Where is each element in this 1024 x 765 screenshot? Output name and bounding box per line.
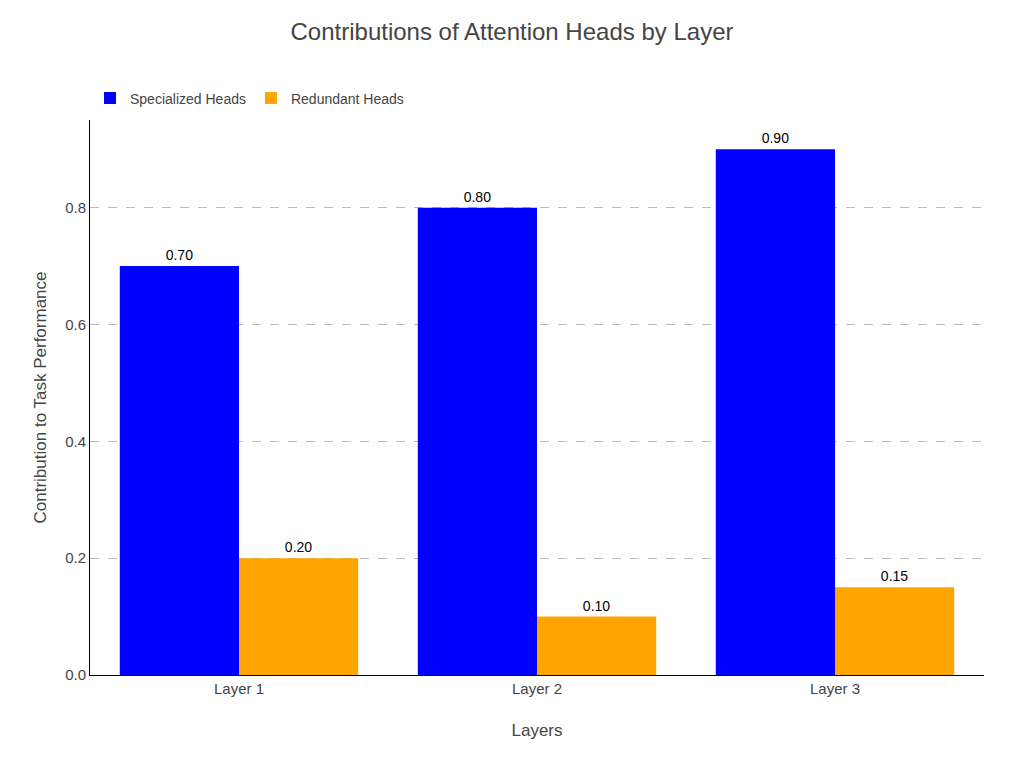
svg-text:Specialized Heads: Specialized Heads bbox=[130, 91, 246, 107]
svg-text:0.6: 0.6 bbox=[65, 316, 86, 333]
svg-text:Layer 1: Layer 1 bbox=[214, 680, 264, 697]
svg-text:Contributions of Attention Hea: Contributions of Attention Heads by Laye… bbox=[291, 18, 734, 45]
svg-text:Contribution to Task Performan: Contribution to Task Performance bbox=[31, 272, 50, 524]
svg-text:0.90: 0.90 bbox=[762, 130, 789, 146]
svg-text:0.2: 0.2 bbox=[65, 549, 86, 566]
svg-text:Layer 3: Layer 3 bbox=[810, 680, 860, 697]
svg-text:0.80: 0.80 bbox=[464, 189, 491, 205]
svg-text:0.70: 0.70 bbox=[166, 247, 193, 263]
svg-text:0.10: 0.10 bbox=[583, 598, 610, 614]
svg-text:0.4: 0.4 bbox=[65, 433, 86, 450]
svg-text:Redundant Heads: Redundant Heads bbox=[291, 91, 404, 107]
svg-text:Layer 2: Layer 2 bbox=[512, 680, 562, 697]
svg-text:0.8: 0.8 bbox=[65, 199, 86, 216]
svg-text:0.0: 0.0 bbox=[65, 666, 86, 683]
svg-text:0.20: 0.20 bbox=[285, 539, 312, 555]
svg-text:Layers: Layers bbox=[511, 721, 562, 740]
svg-text:0.15: 0.15 bbox=[881, 568, 908, 584]
